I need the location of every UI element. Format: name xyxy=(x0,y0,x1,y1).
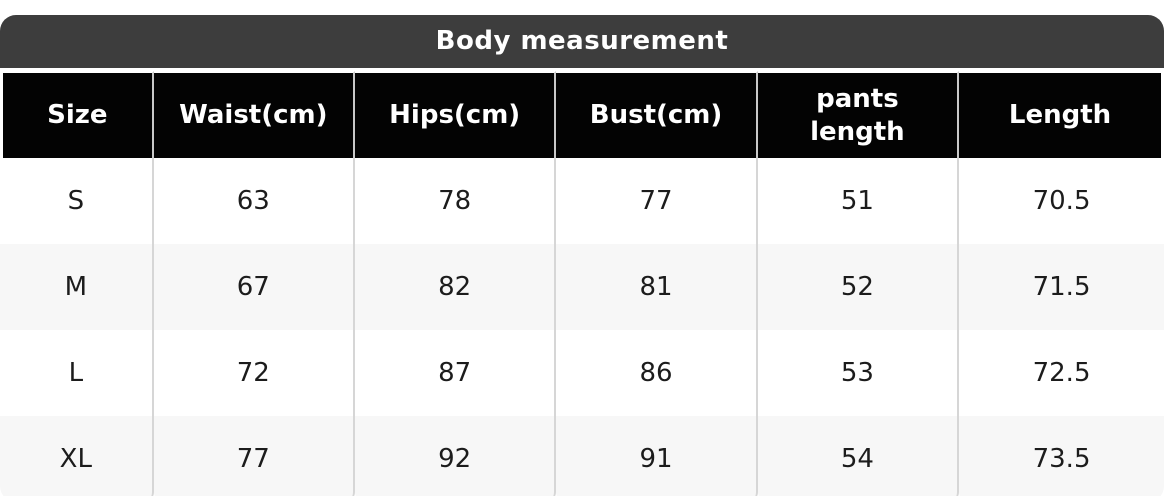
cell-size: L xyxy=(0,330,154,416)
cell-pants-length: 51 xyxy=(757,158,960,244)
cell-length: 71.5 xyxy=(959,244,1164,330)
table-row-m: M 67 82 81 52 71.5 xyxy=(0,244,1164,330)
table-row-s: S 63 78 77 51 70.5 xyxy=(0,158,1164,244)
cell-waist: 72 xyxy=(153,330,355,416)
body-measurement-table: Size Waist(cm) Hips(cm) Bust(cm) pants l… xyxy=(0,71,1164,496)
column-header-pants-length: pants length xyxy=(757,71,960,158)
cell-waist: 77 xyxy=(153,416,355,496)
cell-size: M xyxy=(0,244,154,330)
column-header-length: Length xyxy=(959,71,1164,158)
cell-bust: 86 xyxy=(556,330,758,416)
table-row-xl: XL 77 92 91 54 73.5 xyxy=(0,416,1164,496)
cell-hips: 78 xyxy=(355,158,557,244)
cell-bust: 81 xyxy=(556,244,758,330)
cell-pants-length: 53 xyxy=(757,330,960,416)
column-header-hips: Hips(cm) xyxy=(355,71,557,158)
table-header-row: Size Waist(cm) Hips(cm) Bust(cm) pants l… xyxy=(0,71,1164,158)
size-chart-title: Body measurement xyxy=(0,15,1164,68)
cell-bust: 91 xyxy=(556,416,758,496)
table-row-l: L 72 87 86 53 72.5 xyxy=(0,330,1164,416)
cell-bust: 77 xyxy=(556,158,758,244)
cell-size: XL xyxy=(0,416,154,496)
column-header-waist: Waist(cm) xyxy=(153,71,355,158)
cell-hips: 87 xyxy=(355,330,557,416)
cell-hips: 92 xyxy=(355,416,557,496)
cell-hips: 82 xyxy=(355,244,557,330)
cell-pants-length: 54 xyxy=(757,416,960,496)
cell-waist: 63 xyxy=(153,158,355,244)
size-chart-section: Body measurement Size Waist(cm) Hips(cm)… xyxy=(0,15,1164,496)
cell-length: 70.5 xyxy=(959,158,1164,244)
cell-waist: 67 xyxy=(153,244,355,330)
column-header-bust: Bust(cm) xyxy=(556,71,758,158)
cell-pants-length: 52 xyxy=(757,244,960,330)
cell-length: 72.5 xyxy=(959,330,1164,416)
cell-length: 73.5 xyxy=(959,416,1164,496)
column-header-size: Size xyxy=(0,71,154,158)
cell-size: S xyxy=(0,158,154,244)
